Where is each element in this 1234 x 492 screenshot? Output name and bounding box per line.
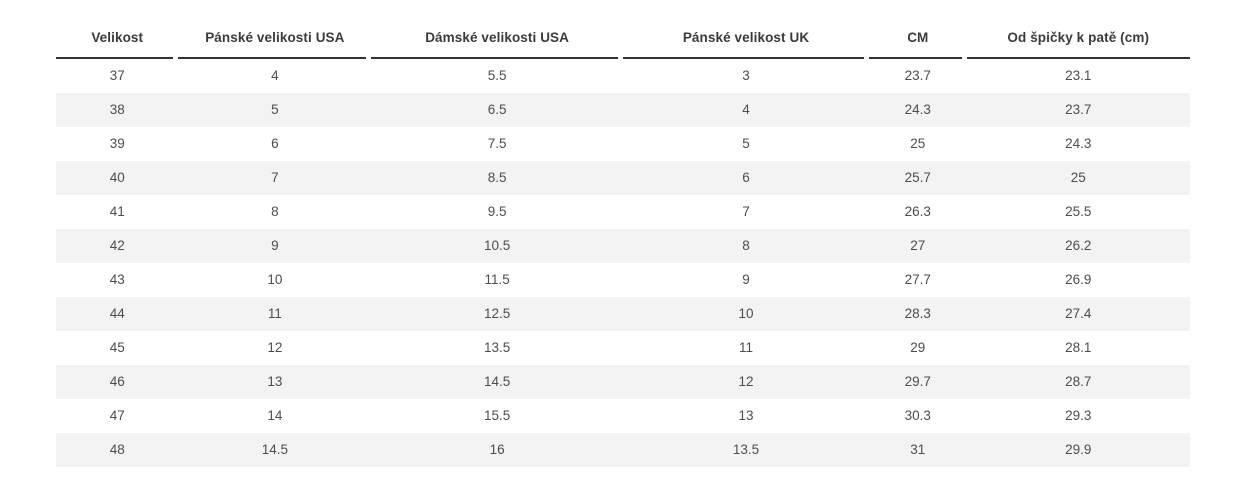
- table-cell: 11: [738, 340, 753, 355]
- table-cell: 29: [910, 340, 926, 355]
- table-row: 41 8 9.5 7 26.3 25.5: [56, 195, 1190, 229]
- table-cell: 15.5: [483, 408, 511, 423]
- table-row: 44 11 12.5 10 28.3 27.4: [56, 297, 1190, 331]
- table-cell: 11.5: [484, 272, 510, 287]
- table-cell: 28.1: [1065, 340, 1092, 355]
- table-cell: 13: [267, 374, 283, 389]
- table-cell: 43: [109, 272, 125, 287]
- table-cell: 26.9: [1065, 272, 1092, 287]
- table-cell: 38: [109, 102, 125, 117]
- table-cell: 8: [742, 238, 750, 253]
- table-cell: 8: [271, 204, 279, 219]
- table-row: 38 5 6.5 4 24.3 23.7: [56, 93, 1190, 127]
- table-cell: 44: [109, 306, 125, 321]
- table-row: 39 6 7.5 5 25 24.3: [56, 127, 1190, 161]
- table-row: 46 13 14.5 12 29.7 28.7: [56, 365, 1190, 399]
- table-cell: 27.7: [904, 272, 931, 287]
- table-cell: 28.7: [1065, 374, 1092, 389]
- table-cell: 9.5: [487, 204, 507, 219]
- table-cell: 27: [910, 238, 926, 253]
- table-cell: 24.3: [904, 102, 931, 117]
- table-cell: 24.3: [1065, 136, 1092, 151]
- table-cell: 39: [109, 136, 125, 151]
- table-cell: 27.4: [1065, 306, 1092, 321]
- table-cell: 10.5: [483, 238, 511, 253]
- table-cell: 16: [489, 442, 505, 457]
- table-cell: 7: [271, 170, 279, 185]
- table-cell: 14.5: [261, 442, 288, 457]
- table-row: 47 14 15.5 13 30.3 29.3: [56, 399, 1190, 433]
- table-cell: 12: [267, 340, 283, 355]
- table-cell: 40: [109, 170, 125, 185]
- table-cell: 25: [910, 136, 926, 151]
- table-cell: 25.5: [1065, 204, 1092, 219]
- table-row: 48 14.5 16 13.5 31 29.9: [56, 433, 1190, 467]
- table-cell: 41: [109, 204, 125, 219]
- table-cell: 48: [109, 442, 125, 457]
- table-body: 37 4 5.5 3 23.7 23.1 38 5 6.5 4 24.3 23.…: [56, 59, 1190, 467]
- table-cell: 10: [738, 306, 754, 321]
- table-cell: 30.3: [904, 408, 931, 423]
- table-cell: 12: [738, 374, 754, 389]
- table-row: 40 7 8.5 6 25.7 25: [56, 161, 1190, 195]
- table-cell: 25.7: [904, 170, 931, 185]
- table-cell: 6.5: [487, 102, 507, 117]
- header-cell-panske-usa: Pánské velikosti USA: [178, 18, 371, 59]
- table-cell: 45: [109, 340, 125, 355]
- header-cell-od-spicky: Od špičky k patě (cm): [966, 18, 1191, 59]
- table-cell: 10: [267, 272, 283, 287]
- table-cell: 5: [742, 136, 750, 151]
- table-cell: 6: [742, 170, 750, 185]
- table-cell: 5.5: [487, 68, 507, 83]
- table-cell: 26.2: [1065, 238, 1092, 253]
- table-cell: 12.5: [483, 306, 511, 321]
- table-cell: 11: [267, 306, 282, 321]
- table-cell: 13.5: [732, 442, 760, 457]
- table-cell: 37: [109, 68, 125, 83]
- table-cell: 29.9: [1065, 442, 1092, 457]
- table-cell: 5: [271, 102, 279, 117]
- table-cell: 23.7: [904, 68, 931, 83]
- table-cell: 28.3: [904, 306, 931, 321]
- table-cell: 23.7: [1065, 102, 1092, 117]
- table-cell: 14: [267, 408, 283, 423]
- table-cell: 13.5: [483, 340, 511, 355]
- table-cell: 9: [271, 238, 279, 253]
- header-cell-damske-usa: Dámské velikosti USA: [371, 18, 623, 59]
- table-cell: 6: [271, 136, 279, 151]
- table-cell: 42: [109, 238, 125, 253]
- table-cell: 23.1: [1065, 68, 1092, 83]
- table-cell: 31: [910, 442, 926, 457]
- table-cell: 25: [1070, 170, 1086, 185]
- table-cell: 7.5: [487, 136, 507, 151]
- table-cell: 47: [109, 408, 125, 423]
- table-cell: 4: [271, 68, 279, 83]
- table-row: 37 4 5.5 3 23.7 23.1: [56, 59, 1190, 93]
- table-cell: 29.3: [1065, 408, 1092, 423]
- table-header-row: Velikost Pánské velikosti USA Dámské vel…: [56, 18, 1191, 59]
- table-cell: 3: [742, 68, 750, 83]
- table-cell: 8.5: [487, 170, 507, 185]
- header-cell-velikost: Velikost: [56, 18, 178, 59]
- table-cell: 13: [738, 408, 754, 423]
- table-cell: 4: [742, 102, 750, 117]
- table-cell: 7: [742, 204, 750, 219]
- table-cell: 26.3: [904, 204, 931, 219]
- header-cell-panske-uk: Pánské velikost UK: [622, 18, 869, 59]
- table-row: 45 12 13.5 11 29 28.1: [56, 331, 1190, 365]
- table-cell: 9: [742, 272, 750, 287]
- table-cell: 46: [109, 374, 125, 389]
- table-cell: 29.7: [904, 374, 931, 389]
- shoe-size-conversion-table: Velikost Pánské velikosti USA Dámské vel…: [56, 18, 1191, 467]
- table-row: 43 10 11.5 9 27.7 26.9: [56, 263, 1190, 297]
- table-cell: 14.5: [483, 374, 511, 389]
- table-row: 42 9 10.5 8 27 26.2: [56, 229, 1190, 263]
- header-cell-cm: CM: [869, 18, 967, 59]
